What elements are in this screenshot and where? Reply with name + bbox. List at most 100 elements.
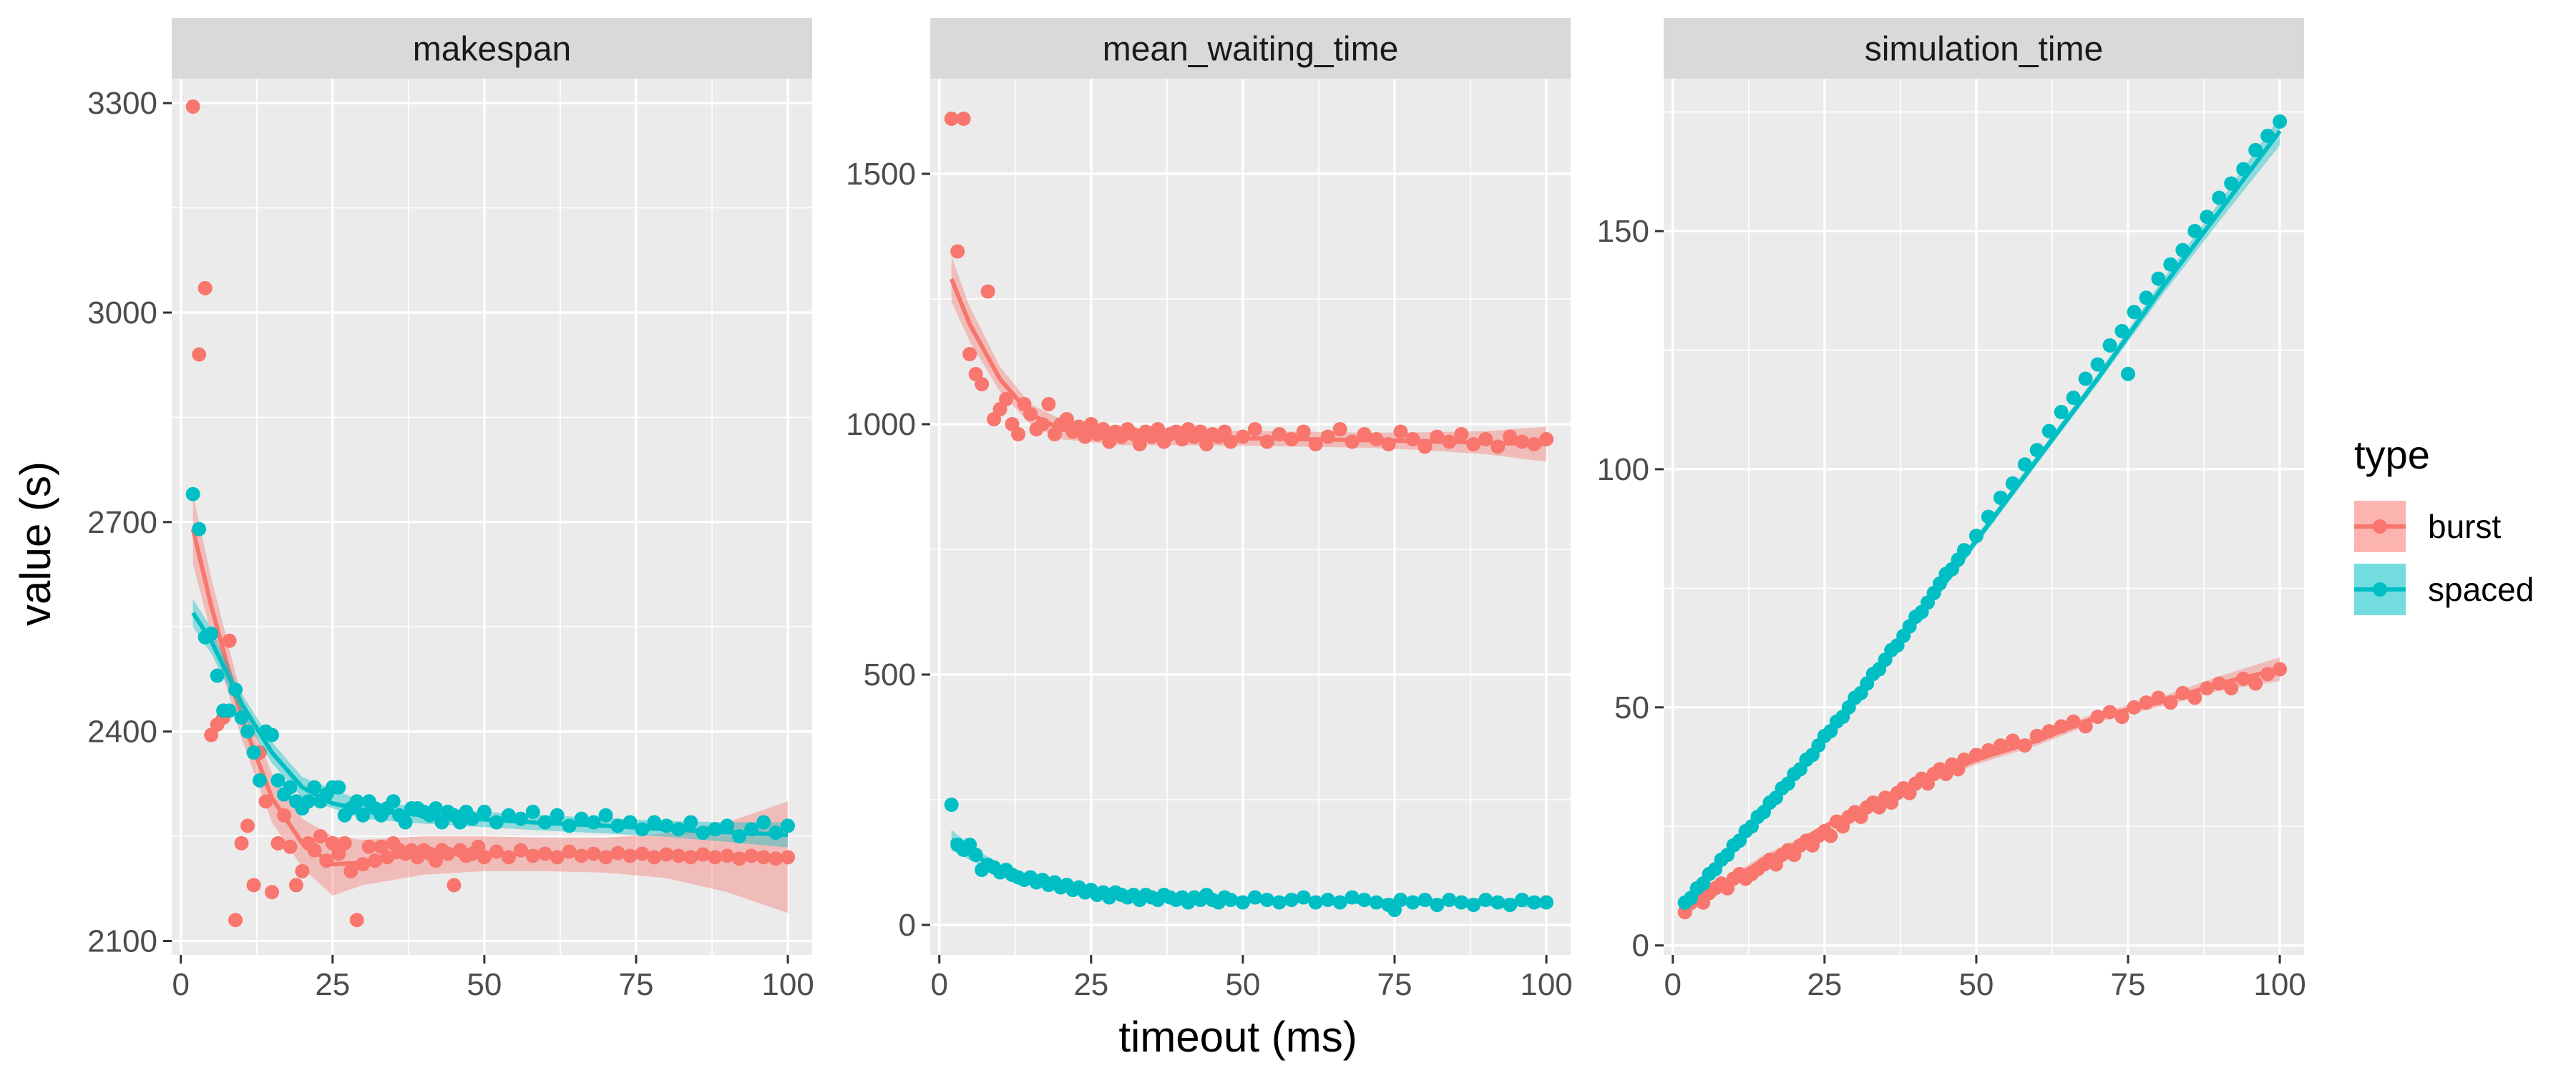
point-spaced xyxy=(283,780,298,795)
point-spaced xyxy=(192,521,207,536)
point-spaced xyxy=(720,818,735,833)
facet-strip-label: makespan xyxy=(413,31,571,69)
facet-strip-label: mean_waiting_time xyxy=(1103,31,1399,69)
facet-strip xyxy=(1664,18,2304,79)
point-spaced xyxy=(2163,257,2178,272)
point-burst xyxy=(192,347,207,362)
point-burst xyxy=(204,727,219,743)
point-burst xyxy=(349,913,364,928)
point-spaced xyxy=(781,818,796,833)
point-burst xyxy=(361,839,376,854)
point-burst xyxy=(429,853,444,868)
point-burst xyxy=(1096,422,1111,436)
x-tick-label: 50 xyxy=(467,967,502,1002)
x-axis-title: timeout (ms) xyxy=(1118,1013,1357,1061)
trend-line-burst xyxy=(949,278,1547,446)
point-spaced xyxy=(2090,357,2105,372)
point-burst xyxy=(1132,437,1147,451)
point-spaced xyxy=(683,815,698,830)
facet-simulation_time: simulation_time 0 25 50 75 100 0 50 100 150 xyxy=(1597,18,2306,1002)
y-tick-label: 2100 xyxy=(87,923,157,959)
point-spaced xyxy=(2212,190,2227,205)
trend-line-burst xyxy=(190,528,789,867)
legend-item-spaced: spaced xyxy=(2354,564,2534,615)
trend-line-spaced xyxy=(950,838,1547,906)
panel-background xyxy=(930,79,1571,955)
point-spaced xyxy=(386,794,401,809)
point-burst xyxy=(343,863,358,878)
y-tick-label: 500 xyxy=(864,657,916,692)
point-burst xyxy=(374,839,389,854)
trend-line-burst xyxy=(1683,667,2280,914)
point-burst xyxy=(944,112,959,126)
point-burst xyxy=(295,863,310,878)
point-burst xyxy=(956,112,971,126)
trend-line-spaced xyxy=(1683,129,2282,904)
point-spaced xyxy=(2114,323,2129,338)
point-spaced xyxy=(1515,893,1530,907)
legend-title: type xyxy=(2354,432,2430,477)
point-burst xyxy=(234,836,249,851)
point-spaced xyxy=(253,773,268,788)
confidence-band-burst xyxy=(192,494,789,913)
point-spaced xyxy=(240,724,255,739)
series-burst xyxy=(944,112,1554,462)
y-tick-label: 50 xyxy=(1614,690,1649,725)
y-tick-label: 1500 xyxy=(846,157,916,192)
point-burst xyxy=(1332,422,1347,436)
point-spaced xyxy=(222,703,237,718)
point-spaced xyxy=(2041,423,2057,438)
point-spaced xyxy=(477,804,492,819)
point-burst xyxy=(270,836,286,851)
point-spaced xyxy=(2127,305,2142,320)
facet-panels: makespan 0 25 50 75 100 2100 2400 2700 3000 3300 me… xyxy=(87,18,2306,1002)
point-burst xyxy=(283,839,298,854)
point-spaced xyxy=(2151,271,2166,286)
point-burst xyxy=(313,829,328,844)
point-burst xyxy=(258,794,273,809)
facet-strip xyxy=(930,18,1571,79)
point-spaced xyxy=(349,794,364,809)
point-burst xyxy=(325,836,340,851)
point-burst xyxy=(264,885,279,900)
point-burst xyxy=(980,284,995,299)
x-tick-label: 100 xyxy=(1520,967,1572,1002)
point-burst xyxy=(2248,676,2263,691)
point-burst xyxy=(610,846,625,861)
legend-key-point xyxy=(2373,519,2387,534)
point-spaced xyxy=(2224,176,2239,191)
y-tick-label: 0 xyxy=(1632,929,1649,964)
trend-line-spaced xyxy=(191,612,789,838)
legend-label: burst xyxy=(2428,508,2501,545)
x-tick-label: 25 xyxy=(1073,967,1108,1002)
point-burst xyxy=(999,392,1014,406)
series-spaced xyxy=(944,798,1554,917)
y-tick-label: 100 xyxy=(1597,452,1649,487)
point-burst xyxy=(950,244,965,259)
point-burst xyxy=(447,878,462,893)
point-burst xyxy=(1059,412,1074,426)
series-spaced xyxy=(1677,114,2288,910)
point-spaced xyxy=(210,668,225,683)
x-tick-label: 75 xyxy=(619,967,654,1002)
x-tick-label: 50 xyxy=(1225,967,1260,1002)
point-burst xyxy=(1247,422,1262,436)
point-burst xyxy=(228,913,243,928)
point-burst xyxy=(1393,424,1408,439)
series-spaced xyxy=(185,486,796,848)
x-tick-label: 25 xyxy=(1807,967,1842,1002)
plot-area xyxy=(185,99,796,928)
point-spaced xyxy=(2102,338,2117,353)
point-burst xyxy=(471,839,486,854)
point-spaced xyxy=(2078,371,2093,386)
x-tick-label: 50 xyxy=(1958,967,1994,1002)
x-tick-label: 75 xyxy=(1377,967,1413,1002)
point-spaced xyxy=(525,804,540,819)
point-burst xyxy=(1296,424,1311,439)
plot-area xyxy=(1677,114,2288,920)
point-burst xyxy=(975,377,990,391)
point-spaced xyxy=(2139,290,2154,305)
point-burst xyxy=(288,878,303,893)
